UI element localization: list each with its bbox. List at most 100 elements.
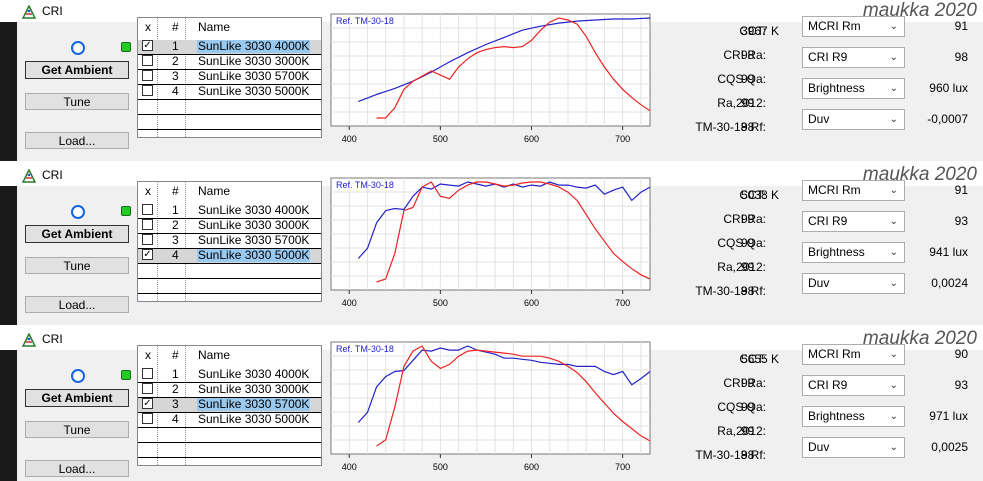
metric-dropdown[interactable]: Duv ⌄ [802, 273, 905, 294]
get-ambient-button[interactable]: Get Ambient [25, 61, 129, 79]
row-checkbox[interactable]: ✓ [142, 398, 153, 409]
row-number: 4 [172, 84, 179, 98]
list-item[interactable]: ✓ 1 SunLike 3030 4000K [138, 40, 321, 55]
metric-dropdown[interactable]: Duv ⌄ [802, 437, 905, 458]
list-item[interactable]: 2 SunLike 3030 3000K [138, 218, 321, 234]
tune-button[interactable]: Tune [25, 93, 129, 110]
spectrum-list: x # Name 1 SunLike 3030 4000K 2 SunLike 3030 3… [137, 181, 322, 302]
row-name: SunLike 3030 5700K [198, 69, 310, 83]
metric-dropdown[interactable]: Brightness ⌄ [802, 78, 905, 99]
metric-dropdown[interactable]: Duv ⌄ [802, 109, 905, 130]
cri-app-icon [21, 332, 37, 347]
x-tick-label: 500 [433, 298, 448, 308]
chevron-down-icon: ⌄ [889, 21, 898, 32]
title-bar: CRI maukka 2020 [0, 164, 983, 186]
panel-content: Get Ambient Tune Load... x # Name 1 SunLike 303… [0, 341, 983, 481]
column-header-x[interactable]: x [145, 20, 151, 34]
metric-value: 99 [741, 236, 755, 250]
row-name: SunLike 3030 3000K [198, 382, 310, 396]
row-checkbox[interactable] [142, 55, 153, 66]
row-checkbox[interactable]: ✓ [142, 249, 153, 260]
metric-dropdown[interactable]: Brightness ⌄ [802, 242, 905, 263]
dropdown-metric-value: 93 [954, 214, 968, 228]
list-item[interactable]: ✓ 4 SunLike 3030 5000K [138, 249, 321, 264]
metric-label: TM-30-18 Rf: [695, 448, 766, 462]
metric-dropdown[interactable]: CRI R9 ⌄ [802, 375, 905, 396]
metric-value: 98 [741, 120, 755, 134]
dropdown-selected-value: CRI R9 [808, 50, 848, 64]
chart-legend: Ref. TM-30-18 [336, 180, 394, 190]
empty-list-row [138, 264, 321, 279]
status-led-green [121, 370, 131, 380]
list-item[interactable]: 2 SunLike 3030 3000K [138, 54, 321, 70]
column-header-number[interactable]: # [172, 20, 179, 34]
get-ambient-button[interactable]: Get Ambient [25, 389, 129, 407]
list-item[interactable]: 1 SunLike 3030 4000K [138, 368, 321, 383]
list-item[interactable]: 3 SunLike 3030 5700K [138, 69, 321, 85]
reference-spectrum-line [357, 181, 651, 259]
metric-dropdown[interactable]: MCRI Rm ⌄ [802, 180, 905, 201]
metric-label: CQS Qa: [717, 72, 766, 86]
chevron-down-icon: ⌄ [889, 83, 898, 94]
list-item[interactable]: ✓ 3 SunLike 3030 5700K [138, 398, 321, 413]
column-header-name[interactable]: Name [198, 20, 231, 34]
metric-dropdown[interactable]: Brightness ⌄ [802, 406, 905, 427]
row-checkbox[interactable] [142, 204, 153, 215]
window-title: CRI [42, 4, 63, 18]
row-name: SunLike 3030 3000K [198, 54, 310, 68]
load-button[interactable]: Load... [25, 296, 129, 313]
cri-panel: CRI maukka 2020 Get Ambient Tune Load... x # Na… [0, 328, 983, 481]
x-tick-label: 600 [524, 462, 539, 472]
tune-button[interactable]: Tune [25, 257, 129, 274]
list-item[interactable]: 1 SunLike 3030 4000K [138, 204, 321, 219]
metric-dropdown[interactable]: MCRI Rm ⌄ [802, 344, 905, 365]
row-number: 2 [172, 54, 179, 68]
list-item[interactable]: 3 SunLike 3030 5700K [138, 233, 321, 249]
column-header-number[interactable]: # [172, 348, 179, 362]
metric-dropdown[interactable]: CRI R9 ⌄ [802, 211, 905, 232]
row-checkbox[interactable] [142, 219, 153, 230]
metric-label: Ra,2012: [717, 260, 766, 274]
get-ambient-button[interactable]: Get Ambient [25, 225, 129, 243]
list-header: x # Name [138, 182, 321, 199]
list-item[interactable]: 4 SunLike 3030 5000K [138, 413, 321, 428]
row-checkbox[interactable] [142, 383, 153, 394]
row-checkbox[interactable]: ✓ [142, 40, 153, 51]
list-item[interactable]: 4 SunLike 3030 5000K [138, 84, 321, 100]
column-header-name[interactable]: Name [198, 348, 231, 362]
panel-content: Get Ambient Tune Load... x # Name 1 SunLike 303… [0, 177, 983, 325]
dropdown-metric-value: 98 [954, 50, 968, 64]
row-name: SunLike 3030 3000K [198, 218, 310, 232]
column-header-number[interactable]: # [172, 184, 179, 198]
empty-list-row [138, 100, 321, 115]
column-header-x[interactable]: x [145, 184, 151, 198]
metric-value: 99 [741, 260, 755, 274]
load-button[interactable]: Load... [25, 132, 129, 149]
chevron-down-icon: ⌄ [889, 442, 898, 453]
column-divider [157, 182, 158, 301]
row-checkbox[interactable] [142, 70, 153, 81]
row-checkbox[interactable] [142, 85, 153, 96]
column-header-x[interactable]: x [145, 348, 151, 362]
tune-button[interactable]: Tune [25, 421, 129, 438]
chevron-down-icon: ⌄ [889, 247, 898, 258]
metric-dropdown[interactable]: CRI R9 ⌄ [802, 47, 905, 68]
row-divider [138, 397, 321, 398]
row-checkbox[interactable] [142, 368, 153, 379]
row-divider [138, 412, 321, 413]
window-title: CRI [42, 168, 63, 182]
metric-dropdown[interactable]: MCRI Rm ⌄ [802, 16, 905, 37]
row-number: 3 [172, 233, 179, 247]
row-checkbox[interactable] [142, 234, 153, 245]
dropdown-metric-value: 91 [954, 19, 968, 33]
reference-spectrum-line [358, 17, 651, 103]
column-header-name[interactable]: Name [198, 184, 231, 198]
panel-content: Get Ambient Tune Load... x # Name ✓ 1 SunLike 30… [0, 13, 983, 161]
row-divider [138, 54, 321, 55]
cri-app-icon [21, 4, 37, 19]
list-item[interactable]: 2 SunLike 3030 3000K [138, 382, 321, 398]
row-name: SunLike 3030 5000K [198, 84, 310, 98]
row-checkbox[interactable] [142, 413, 153, 424]
load-button[interactable]: Load... [25, 460, 129, 477]
dropdown-metric-value: 0,0025 [931, 440, 968, 454]
